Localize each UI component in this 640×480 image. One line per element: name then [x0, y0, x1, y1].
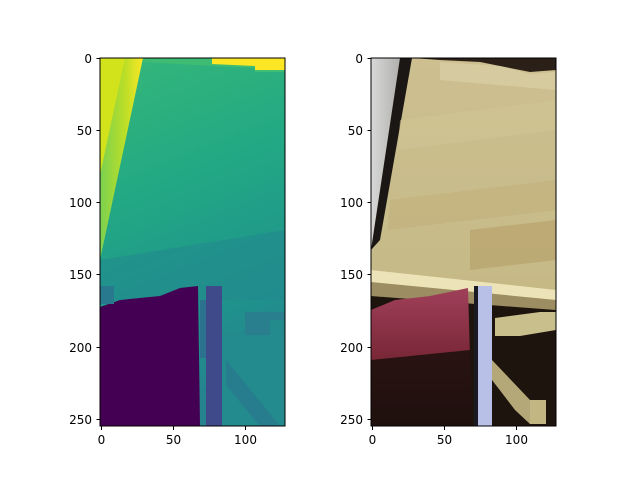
right-axes-frame	[370, 57, 557, 427]
right-y-tick-label: 250	[340, 413, 363, 427]
right-x-tick-label: 0	[369, 433, 377, 447]
left-x-axis: 0 50 100	[98, 426, 257, 447]
left-y-tick-label: 200	[69, 341, 92, 355]
right-x-tick-label: 50	[437, 433, 452, 447]
left-axes-frame	[99, 57, 286, 427]
left-y-tick-label: 100	[69, 196, 92, 210]
left-y-tick-label: 250	[69, 413, 92, 427]
right-y-tick-label: 100	[340, 196, 363, 210]
left-y-tick-label: 150	[69, 268, 92, 282]
right-x-axis: 0 50 100	[369, 426, 528, 447]
depth-image	[100, 58, 285, 426]
left-x-tick-label: 100	[234, 433, 257, 447]
right-y-axis: 0 50 100 150 200 250	[340, 52, 371, 427]
left-y-tick-label: 0	[84, 52, 92, 66]
right-y-tick-label: 50	[348, 124, 363, 138]
left-x-tick-label: 0	[98, 433, 106, 447]
right-y-tick-label: 200	[340, 341, 363, 355]
rgb-image	[371, 58, 556, 426]
left-x-tick-label: 50	[166, 433, 181, 447]
right-x-tick-label: 100	[505, 433, 528, 447]
left-y-axis: 0 50 100 150 200 250	[69, 52, 100, 427]
right-y-tick-label: 150	[340, 268, 363, 282]
left-y-tick-label: 50	[77, 124, 92, 138]
right-y-tick-label: 0	[355, 52, 363, 66]
